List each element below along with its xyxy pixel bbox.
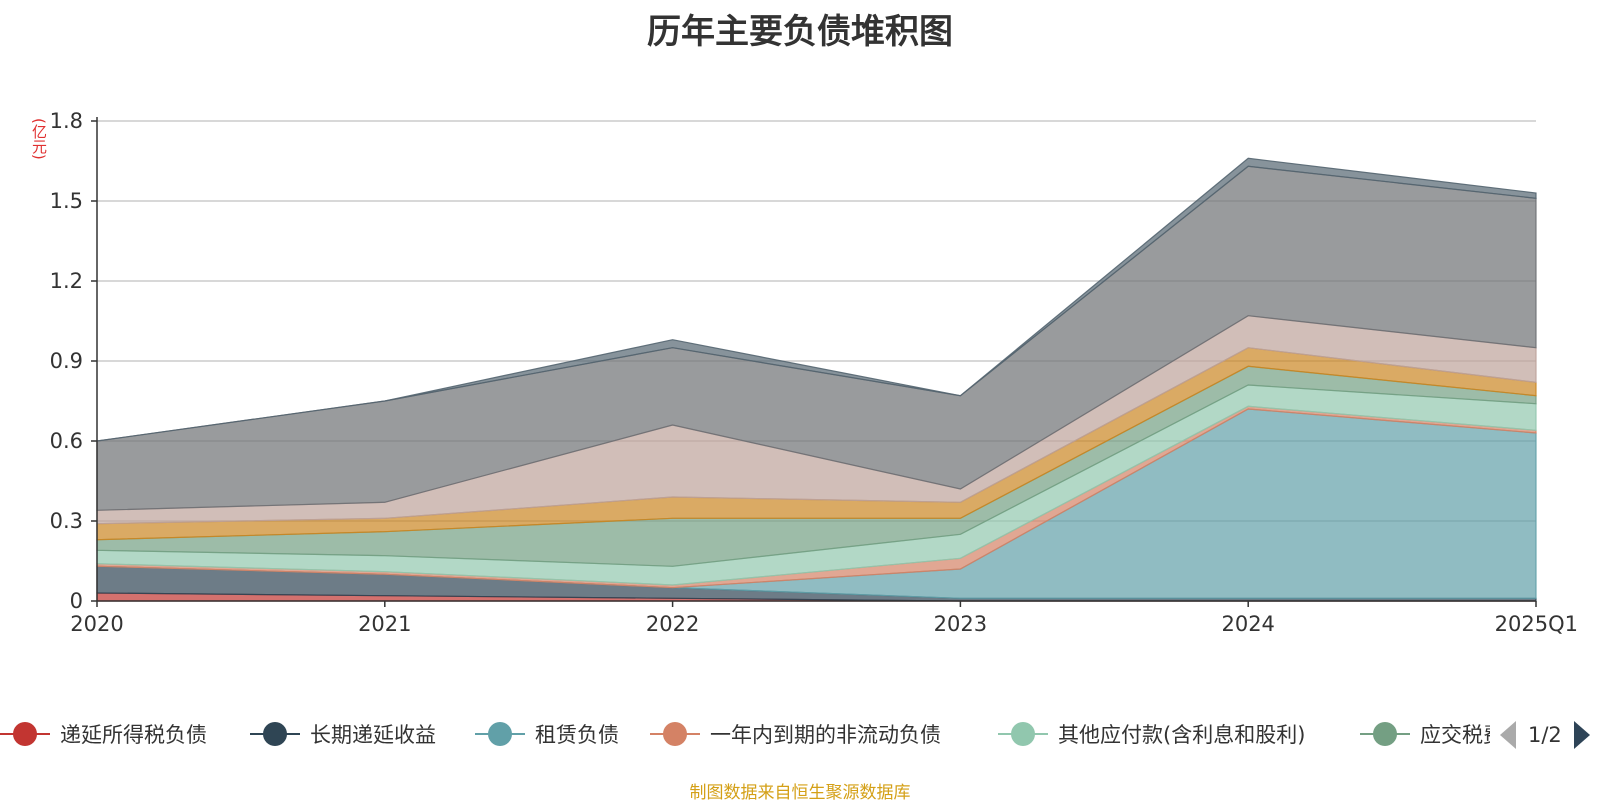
y-tick-label: 0.3 (50, 509, 83, 533)
chart-title: 历年主要负债堆积图 (647, 12, 953, 52)
legend-marker-icon (250, 722, 300, 746)
y-tick-label: 1.2 (50, 269, 83, 293)
legend-item[interactable]: 应交税费 (1360, 716, 1490, 752)
y-tick-label: 0.9 (50, 349, 83, 373)
legend-marker-icon (1360, 722, 1410, 746)
x-tick-label: 2022 (646, 612, 699, 636)
legend-page-label: 1/2 (1528, 723, 1562, 747)
legend: 递延所得税负债 长期递延收益 租赁负债 一年内到期的非流动负债 其他应付款(含利息和股利… (0, 716, 1490, 752)
y-tick-label: 1.5 (50, 189, 83, 213)
legend-dot (663, 722, 687, 746)
y-axis-unit-label: (亿元) (30, 118, 48, 160)
legend-dot (13, 722, 37, 746)
stacked-areas (96, 157, 1537, 602)
legend-item[interactable]: 其他应付款(含利息和股利) (998, 716, 1305, 752)
legend-pager: 1/2 (1500, 718, 1590, 752)
y-tick-label: 0 (70, 589, 83, 613)
x-tick-label: 2025Q1 (1495, 612, 1578, 636)
legend-label: 租赁负债 (535, 723, 619, 747)
data-source-note: 制图数据来自恒生聚源数据库 (689, 783, 911, 803)
x-tick-label: 2021 (358, 612, 411, 636)
legend-dot (1011, 722, 1035, 746)
area-series-应付票据 (96, 157, 1537, 442)
legend-item[interactable]: 长期递延收益 (250, 716, 436, 752)
legend-marker-icon (475, 722, 525, 746)
legend-marker-icon (998, 722, 1048, 746)
legend-next-page-icon[interactable] (1573, 721, 1590, 749)
legend-label: 其他应付款(含利息和股利) (1058, 723, 1306, 747)
legend-label: 递延所得税负债 (60, 723, 207, 747)
legend-prev-page-icon[interactable] (1500, 721, 1516, 749)
axes: 0 0.3 0.6 0.9 1.2 1.5 1.8 2020 2021 2022 2023 2024 2… (50, 109, 1578, 636)
legend-dot (263, 722, 287, 746)
legend-marker-icon (650, 722, 700, 746)
legend-dot (488, 722, 512, 746)
chart-plot-area: 0 0.3 0.6 0.9 1.2 1.5 1.8 2020 2021 2022 2023 2024 2… (50, 109, 1578, 636)
y-tick-label: 0.6 (50, 429, 83, 453)
x-tick-label: 2020 (70, 612, 123, 636)
legend-label: 应交税费 (1420, 723, 1490, 747)
legend-item[interactable]: 租赁负债 (475, 716, 619, 752)
legend-item[interactable]: 一年内到期的非流动负债 (650, 716, 941, 752)
legend-dot (1373, 722, 1397, 746)
legend-marker-icon (0, 722, 50, 746)
legend-label: 长期递延收益 (310, 723, 436, 747)
x-tick-label: 2023 (934, 612, 987, 636)
y-tick-label: 1.8 (50, 109, 83, 133)
legend-item[interactable]: 递延所得税负债 (0, 716, 207, 752)
legend-label: 一年内到期的非流动负债 (710, 723, 941, 747)
x-tick-label: 2024 (1221, 612, 1274, 636)
